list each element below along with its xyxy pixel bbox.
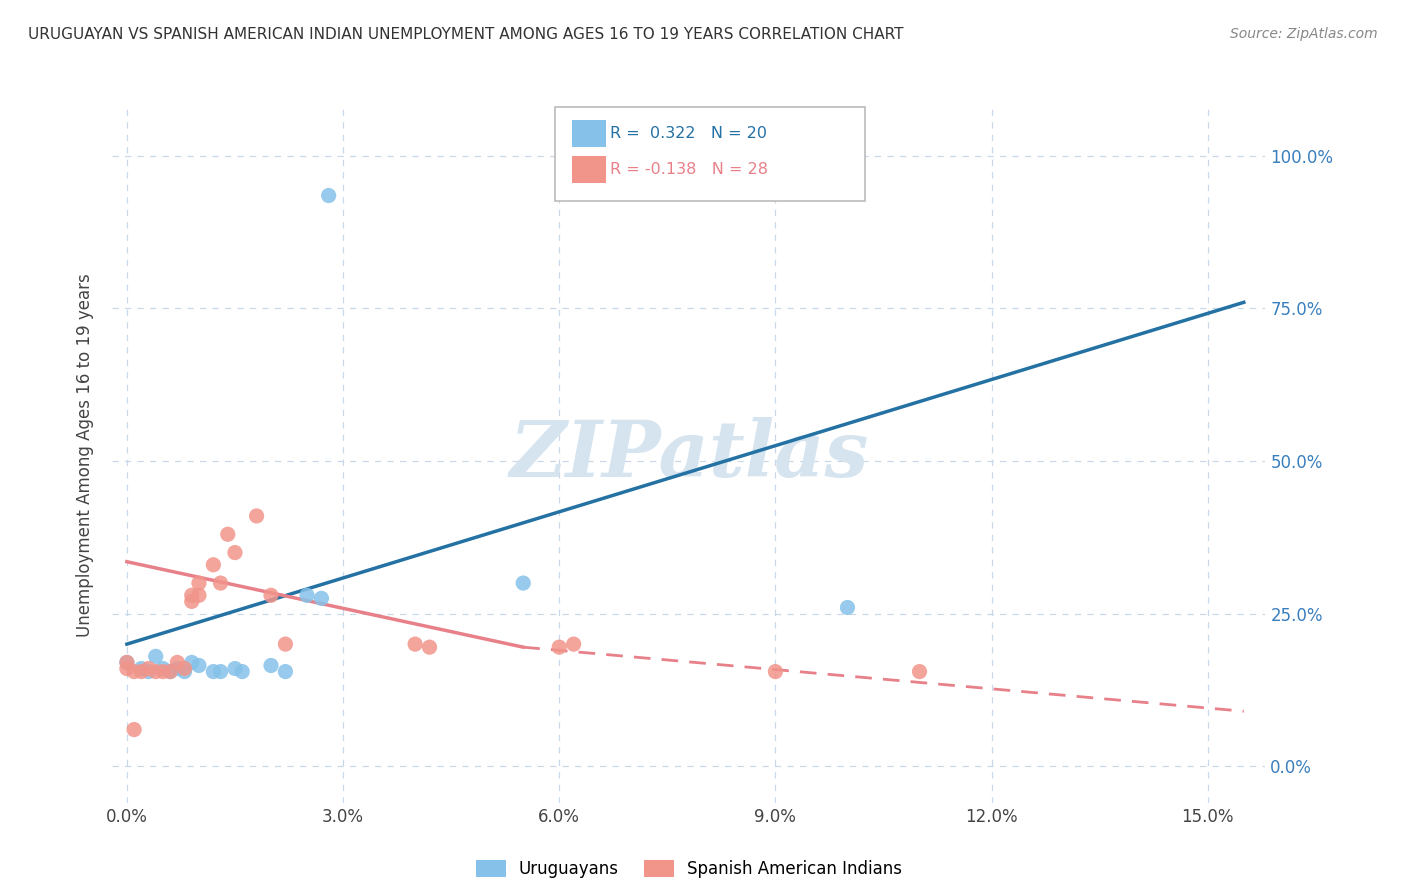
Point xyxy=(138,665,160,679)
Point xyxy=(152,665,174,679)
Point xyxy=(145,665,167,679)
Point xyxy=(115,656,138,670)
Point xyxy=(274,637,297,651)
Point xyxy=(209,576,232,591)
Text: ZIPatlas: ZIPatlas xyxy=(509,417,869,493)
Point xyxy=(115,656,138,670)
Point xyxy=(260,588,283,602)
Point xyxy=(224,545,246,559)
Point xyxy=(129,665,153,679)
Point xyxy=(217,527,239,541)
Point xyxy=(122,665,145,679)
Point xyxy=(122,723,145,737)
Point xyxy=(159,665,181,679)
Point xyxy=(159,665,181,679)
Point xyxy=(765,665,787,679)
Point xyxy=(245,508,267,523)
Point xyxy=(562,637,585,651)
Point xyxy=(188,588,211,602)
Point xyxy=(318,188,340,202)
Point xyxy=(173,661,195,675)
Text: R =  0.322   N = 20: R = 0.322 N = 20 xyxy=(610,127,768,141)
Point xyxy=(173,665,195,679)
Point xyxy=(274,665,297,679)
Point xyxy=(180,588,202,602)
Point xyxy=(548,640,571,655)
Point xyxy=(115,661,138,675)
Point xyxy=(224,661,246,675)
Legend: Uruguayans, Spanish American Indians: Uruguayans, Spanish American Indians xyxy=(470,854,908,885)
Point xyxy=(152,661,174,675)
Point xyxy=(180,594,202,608)
Point xyxy=(188,658,211,673)
Point xyxy=(260,658,283,673)
Point xyxy=(188,576,211,591)
Y-axis label: Unemployment Among Ages 16 to 19 years: Unemployment Among Ages 16 to 19 years xyxy=(76,273,94,637)
Point xyxy=(166,656,188,670)
Text: Source: ZipAtlas.com: Source: ZipAtlas.com xyxy=(1230,27,1378,41)
Point xyxy=(419,640,441,655)
Point xyxy=(138,661,160,675)
Point xyxy=(209,665,232,679)
Point xyxy=(202,558,225,572)
Point xyxy=(295,588,318,602)
Point xyxy=(908,665,931,679)
Point xyxy=(180,656,202,670)
Text: R = -0.138   N = 28: R = -0.138 N = 28 xyxy=(610,162,768,177)
Point xyxy=(166,661,188,675)
Point xyxy=(129,661,153,675)
Point xyxy=(837,600,859,615)
Point xyxy=(404,637,426,651)
Point xyxy=(512,576,534,591)
Point xyxy=(202,665,225,679)
Point xyxy=(231,665,253,679)
Point xyxy=(145,649,167,664)
Point xyxy=(311,591,333,606)
Text: URUGUAYAN VS SPANISH AMERICAN INDIAN UNEMPLOYMENT AMONG AGES 16 TO 19 YEARS CORR: URUGUAYAN VS SPANISH AMERICAN INDIAN UNE… xyxy=(28,27,904,42)
